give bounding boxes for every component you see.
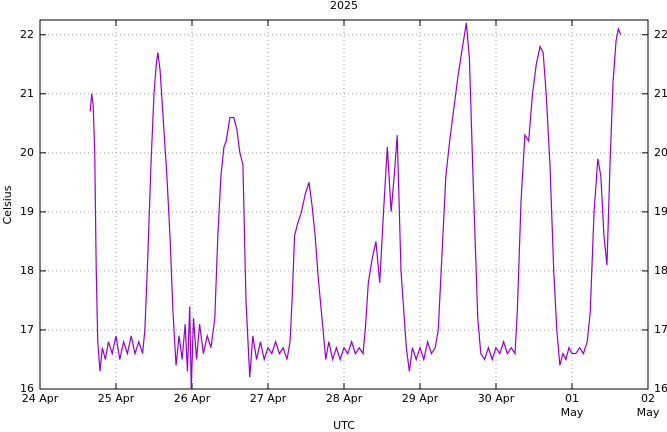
x-tick-label: 25 Apr (97, 392, 135, 405)
y-tick-label: 19 (654, 205, 667, 218)
x-tick-label: 30 Apr (477, 392, 515, 405)
x-tick-label: 02 May (636, 392, 660, 419)
x-tick-label: 27 Apr (249, 392, 287, 405)
plot-frame (39, 19, 649, 390)
x-tick-label: 01 May (560, 392, 584, 419)
y-tick-label: 22 (20, 28, 34, 41)
y-tick-label: 17 (654, 323, 667, 336)
x-tick-label: 26 Apr (173, 392, 211, 405)
y-tick-label: 19 (20, 205, 34, 218)
x-tick-label: 24 Apr (21, 392, 59, 405)
y-tick-label: 16 (20, 382, 34, 395)
y-tick-label: 21 (654, 87, 667, 100)
y-tick-label: 18 (654, 264, 667, 277)
x-axis-label: UTC (333, 419, 355, 432)
y-tick-label: 20 (20, 146, 34, 159)
y-tick-label: 22 (654, 28, 667, 41)
y-tick-label: 17 (20, 323, 34, 336)
x-tick-label: 28 Apr (325, 392, 363, 405)
x-tick-label: 29 Apr (401, 392, 439, 405)
y-tick-label: 16 (654, 382, 667, 395)
y-tick-label: 18 (20, 264, 34, 277)
y-tick-label: 21 (20, 87, 34, 100)
y-axis-label: Celsius (1, 185, 14, 224)
series-line (89, 22, 622, 390)
chart-title: 2025 (330, 0, 358, 12)
y-tick-label: 20 (654, 146, 667, 159)
